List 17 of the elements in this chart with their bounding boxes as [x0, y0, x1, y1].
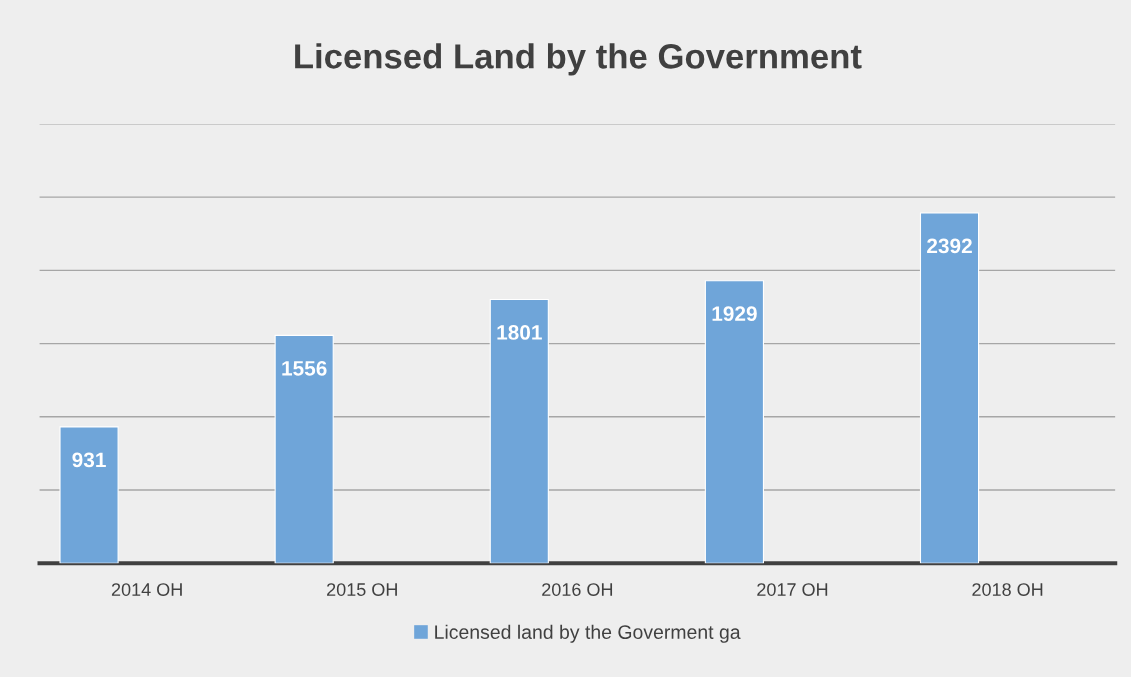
bar: [919, 212, 980, 564]
data-label: 2392: [927, 238, 972, 254]
data-label: 1801: [497, 325, 542, 340]
x-tick-label: 2016 OH: [542, 583, 613, 596]
bar: [59, 426, 119, 564]
x-tick-label: 2017 OH: [757, 583, 828, 596]
x-tick-label: 2015 OH: [327, 583, 397, 596]
data-label: 1929: [712, 306, 757, 322]
bar: [489, 298, 549, 564]
x-tick-label: 2014 OH: [111, 583, 182, 596]
chart-title: Licensed Land by the Government: [295, 43, 862, 76]
bar: [704, 280, 765, 564]
data-label: 1556: [282, 360, 327, 376]
bar: [274, 334, 334, 564]
legend-label: Licensed land by the Goverment ga: [435, 624, 741, 643]
x-tick-label: 2018 OH: [972, 583, 1043, 596]
data-label: 931: [72, 452, 106, 468]
